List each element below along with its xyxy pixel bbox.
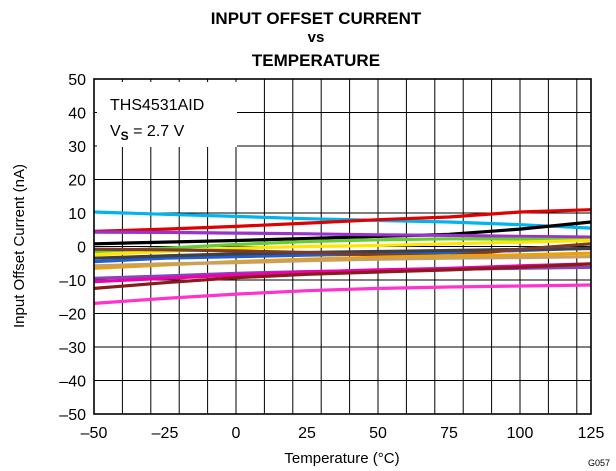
series-line-3 — [93, 220, 592, 246]
x-tick-label: 25 — [298, 425, 316, 442]
series-line-9 — [93, 242, 592, 258]
chart-title-line-3: TEMPERATURE — [252, 51, 380, 70]
y-tick-label: –10 — [59, 273, 86, 290]
y-tick-label: 10 — [68, 206, 86, 223]
x-tick-label: 125 — [578, 425, 605, 442]
series-lines — [93, 208, 592, 305]
x-tick-label: 0 — [232, 425, 241, 442]
series-line-14 — [93, 262, 592, 290]
x-tick-label: 50 — [369, 425, 387, 442]
figure-code: G057 — [588, 458, 610, 468]
y-tick-label: –40 — [59, 374, 86, 391]
x-tick-label: 75 — [440, 425, 458, 442]
series-line-4 — [93, 230, 592, 239]
y-tick-label: 0 — [77, 240, 86, 257]
series-line-1 — [93, 210, 592, 230]
x-axis-label: Temperature (°C) — [284, 450, 399, 467]
x-tick-label: 100 — [507, 425, 534, 442]
y-tick-label: 30 — [68, 139, 86, 156]
x-tick-labels: –50 –25 0 25 50 75 100 125 — [81, 425, 605, 442]
y-axis-label: Input Offset Current (nA) — [11, 164, 28, 328]
x-tick-label: –50 — [81, 425, 108, 442]
chart-title-line-1: INPUT OFFSET CURRENT — [211, 9, 422, 28]
x-tick-label: –25 — [152, 425, 179, 442]
series-line-5 — [93, 237, 592, 254]
series-line-15 — [93, 283, 592, 305]
plot-frame — [93, 78, 592, 415]
series-line-2 — [93, 208, 592, 233]
annotation-supply: VS = 2.7 V — [110, 123, 185, 143]
annotation-device: THS4531AID — [110, 97, 204, 114]
series-line-11 — [93, 255, 592, 268]
y-tick-label: 20 — [68, 173, 86, 190]
y-tick-label: 40 — [68, 106, 86, 123]
y-tick-labels: –50 –40 –30 –20 –10 0 10 20 30 40 50 — [59, 72, 86, 424]
chart-title-line-2: vs — [308, 29, 325, 46]
annotation-box — [97, 82, 237, 147]
y-tick-label: 50 — [68, 72, 86, 89]
y-tick-label: –30 — [59, 340, 86, 357]
y-tick-label: –50 — [59, 407, 86, 424]
y-tick-label: –20 — [59, 307, 86, 324]
